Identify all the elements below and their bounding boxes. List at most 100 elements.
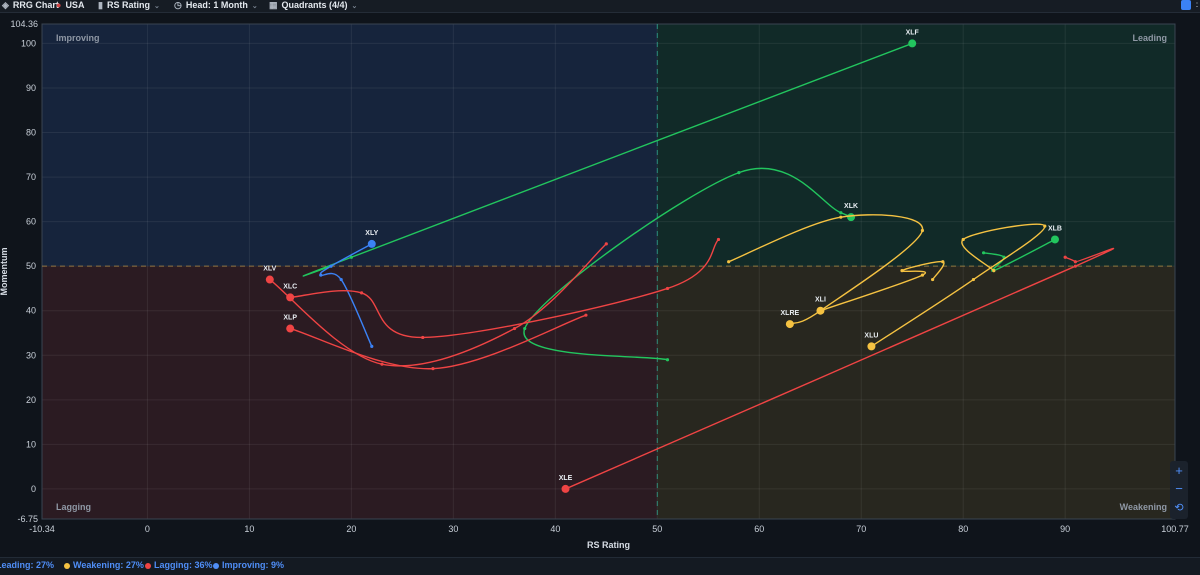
leading-summary-label: Leading: 27% bbox=[0, 560, 55, 570]
zoom-controls: + − ⟲ bbox=[1170, 461, 1188, 519]
tail-point-xlk bbox=[523, 326, 527, 331]
tail-point-xle bbox=[1073, 264, 1077, 268]
quadrant-improving bbox=[42, 24, 658, 267]
x-tick-label: 70 bbox=[856, 524, 866, 534]
tail-point-xlc bbox=[359, 291, 364, 295]
series-label-xlk: XLK bbox=[844, 203, 858, 210]
quadrant-summary: Leading: 27% Weakening: 27% Lagging: 36%… bbox=[0, 557, 1200, 575]
head-selector[interactable]: ◷ Head: 1 Month ⌄ bbox=[174, 0, 258, 14]
weakening-dot bbox=[64, 562, 70, 569]
quadrant-label-leading: Leading bbox=[1132, 33, 1167, 43]
head-point-xlre bbox=[785, 320, 794, 329]
tail-point-xlc bbox=[421, 335, 425, 340]
tail-point-xly bbox=[339, 277, 343, 282]
y-axis-title: Momentum bbox=[0, 248, 9, 296]
tail-xlre bbox=[728, 214, 924, 325]
weakening-summary: Weakening: 27% bbox=[64, 559, 144, 571]
quadrants-selector[interactable]: ▦ Quadrants (4/4) ⌄ bbox=[269, 0, 357, 14]
tail-point-xlu bbox=[961, 237, 965, 242]
tail-point-xlp bbox=[431, 367, 435, 371]
quadrant-leading bbox=[657, 24, 1175, 267]
head-point-xlp bbox=[286, 324, 295, 333]
tail-point-xlv bbox=[512, 326, 517, 331]
series-label-xlf: XLF bbox=[906, 29, 920, 36]
metric-selector[interactable]: ▮ RS Rating ⌄ bbox=[98, 0, 160, 14]
quadrant-weakening bbox=[657, 266, 1175, 519]
x-tick-label: 90 bbox=[1060, 524, 1070, 534]
reset-zoom-button[interactable]: ⟲ bbox=[1174, 502, 1184, 514]
x-tick-label-max: 100.77 bbox=[1161, 524, 1189, 534]
tail-point-xlre bbox=[920, 228, 925, 233]
tail-point-xlu bbox=[971, 277, 976, 282]
tail-point-xlv bbox=[380, 362, 384, 366]
y-tick-label: 70 bbox=[26, 172, 36, 182]
weakening-summary-label: Weakening: 27% bbox=[73, 560, 144, 570]
more-icon[interactable]: ⋮ bbox=[1192, 0, 1200, 9]
zoom-in-button[interactable]: + bbox=[1175, 463, 1183, 478]
tail-point-xly bbox=[319, 273, 323, 277]
head-point-xly bbox=[367, 239, 376, 248]
tail-point-xlu bbox=[1043, 224, 1047, 228]
x-tick-label: 30 bbox=[448, 524, 458, 534]
y-tick-label: 80 bbox=[26, 128, 36, 138]
tail-point-xlre bbox=[839, 215, 843, 219]
tail-point-xlc bbox=[665, 286, 670, 291]
head-label: Head: 1 Month bbox=[185, 0, 248, 10]
color-toggle-button[interactable] bbox=[1181, 0, 1191, 10]
tail-point-xlu bbox=[992, 269, 996, 273]
tail-point-xlp bbox=[584, 313, 588, 317]
tail-point-xlv bbox=[604, 242, 608, 246]
country-label: USA bbox=[65, 0, 85, 10]
x-tick-label-min: -10.34 bbox=[29, 524, 55, 534]
x-tick-label: 40 bbox=[550, 524, 560, 534]
tail-point-xly bbox=[370, 344, 374, 348]
tail-xlf bbox=[302, 42, 913, 277]
zoom-out-button[interactable]: − bbox=[1175, 481, 1183, 496]
head-point-xlu bbox=[867, 342, 876, 351]
lagging-summary-label: Lagging: 36% bbox=[154, 560, 213, 570]
y-tick-label-max: 104.36 bbox=[10, 19, 38, 29]
y-tick-label: 40 bbox=[26, 306, 36, 316]
toolbar: ◈ RRG Chart ● USA ▮ RS Rating ⌄ ◷ Head: 1 Mon… bbox=[0, 0, 1200, 13]
y-tick-label: 30 bbox=[26, 350, 36, 360]
tail-point-xlc bbox=[716, 237, 721, 242]
leading-summary: Leading: 27% bbox=[0, 559, 54, 571]
tail-point-xli bbox=[900, 269, 904, 273]
tail-xlc bbox=[290, 238, 720, 339]
tail-point-xlf bbox=[349, 255, 353, 259]
tail-point-xli bbox=[920, 273, 925, 277]
series-label-xlp: XLP bbox=[283, 315, 297, 322]
x-tick-label: 0 bbox=[145, 524, 150, 534]
improving-dot bbox=[213, 562, 219, 569]
tail-point-xlre bbox=[727, 260, 731, 264]
y-tick-label: 20 bbox=[26, 395, 36, 405]
improving-summary-label: Improving: 9% bbox=[222, 560, 285, 570]
series-label-xlre: XLRE bbox=[781, 310, 800, 317]
app-menu[interactable]: ◈ RRG Chart bbox=[2, 0, 59, 12]
lagging-summary: Lagging: 36% bbox=[145, 559, 213, 571]
x-tick-label: 20 bbox=[346, 524, 356, 534]
y-tick-label: 60 bbox=[26, 217, 36, 227]
head-point-xlc bbox=[286, 293, 295, 302]
tail-point-xle bbox=[1063, 255, 1067, 259]
x-axis-title: RS Rating bbox=[587, 540, 630, 550]
quadrant-label-weakening: Weakening bbox=[1120, 502, 1167, 512]
y-tick-label: 10 bbox=[26, 439, 36, 449]
quadrants-label: Quadrants (4/4) bbox=[281, 0, 348, 10]
tail-point-xlk bbox=[737, 171, 741, 175]
country-selector[interactable]: ● USA bbox=[56, 0, 84, 12]
quadrant-label-lagging: Lagging bbox=[56, 502, 91, 512]
head-point-xlb bbox=[1050, 235, 1059, 244]
grid-icon: ▦ bbox=[269, 0, 278, 10]
y-tick-label: 50 bbox=[26, 261, 36, 271]
y-tick-label-min: -6.75 bbox=[17, 514, 38, 524]
x-tick-label: 60 bbox=[754, 524, 764, 534]
y-tick-label: 0 bbox=[31, 484, 36, 494]
series-label-xle: XLE bbox=[559, 475, 573, 482]
head-point-xlf bbox=[908, 39, 917, 48]
head-point-xlv bbox=[265, 275, 274, 284]
chevron-down-icon: ⌄ bbox=[351, 3, 358, 10]
tail-point-xle bbox=[1073, 260, 1077, 264]
y-tick-label: 100 bbox=[21, 38, 36, 48]
series-label-xli: XLI bbox=[815, 297, 826, 304]
